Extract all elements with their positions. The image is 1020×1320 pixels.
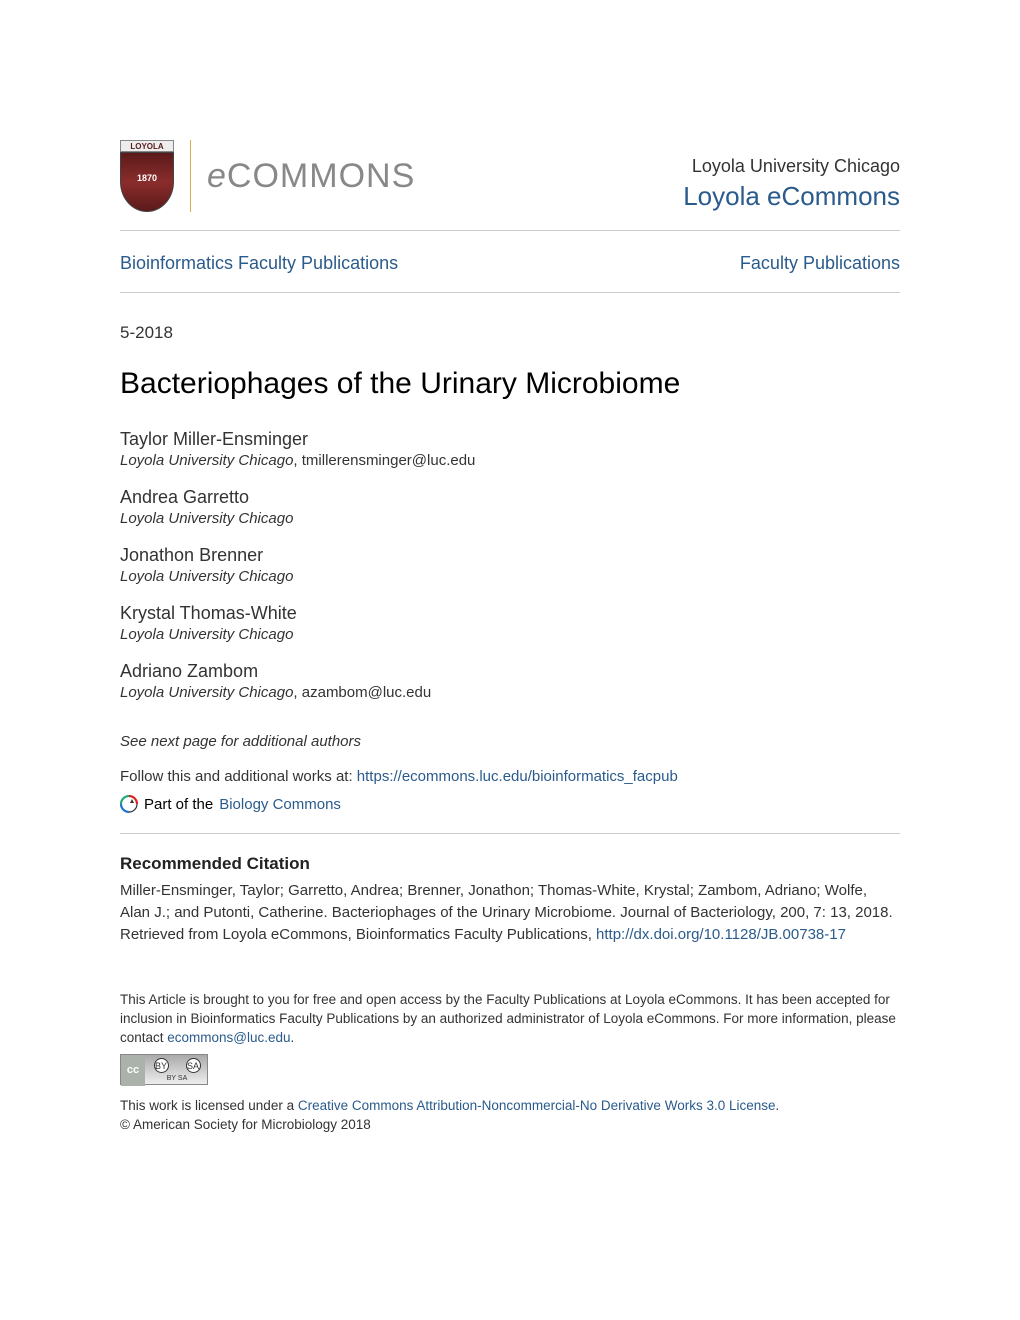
author-affiliation: Loyola University Chicago	[120, 568, 900, 585]
repository-link[interactable]: Loyola eCommons	[683, 181, 900, 211]
faculty-publications-link[interactable]: Faculty Publications	[740, 253, 900, 274]
commons-network-icon	[120, 795, 138, 813]
cc-by-icon: BY	[154, 1058, 169, 1073]
ecommons-wordmark: eCOMMONS	[207, 157, 415, 196]
author-block: Taylor Miller-Ensminger Loyola Universit…	[120, 429, 900, 469]
author-name: Krystal Thomas-White	[120, 603, 900, 624]
cc-license-badge-icon[interactable]: cc BY SA BY SA	[120, 1054, 208, 1085]
article-title: Bacteriophages of the Urinary Microbiome	[120, 367, 900, 401]
author-name: Adriano Zambom	[120, 661, 900, 682]
author-affiliation: Loyola University Chicago, azambom@luc.e…	[120, 684, 900, 701]
header-right: Loyola University Chicago Loyola eCommon…	[683, 156, 900, 212]
breadcrumb-nav: Bioinformatics Faculty Publications Facu…	[120, 249, 900, 293]
copyright-line: © American Society for Microbiology 2018	[120, 1117, 371, 1132]
author-block: Adriano Zambom Loyola University Chicago…	[120, 661, 900, 701]
cc-badge-icons: BY SA	[145, 1057, 209, 1075]
cc-sa-icon: SA	[186, 1058, 201, 1073]
rights-para2-before: This work is licensed under a	[120, 1098, 298, 1113]
author-name: Andrea Garretto	[120, 487, 900, 508]
author-name: Jonathon Brenner	[120, 545, 900, 566]
rights-statement: This Article is brought to you for free …	[120, 991, 900, 1134]
loyola-shield-logo: LOYOLA 1870	[120, 140, 174, 212]
doi-link[interactable]: http://dx.doi.org/10.1128/JB.00738-17	[596, 926, 846, 943]
recommended-citation-heading: Recommended Citation	[120, 854, 900, 874]
author-block: Krystal Thomas-White Loyola University C…	[120, 603, 900, 643]
author-name: Taylor Miller-Ensminger	[120, 429, 900, 450]
cc-license-link[interactable]: Creative Commons Attribution-Noncommerci…	[298, 1098, 776, 1113]
author-affiliation: Loyola University Chicago	[120, 510, 900, 527]
follow-prefix: Follow this and additional works at:	[120, 768, 357, 785]
follow-works-line: Follow this and additional works at: htt…	[120, 768, 900, 785]
part-of-row: Part of the Biology Commons	[120, 795, 900, 813]
university-name: Loyola University Chicago	[683, 156, 900, 177]
logo-area: LOYOLA 1870 eCOMMONS	[120, 140, 415, 212]
biology-commons-link[interactable]: Biology Commons	[219, 796, 341, 813]
part-of-prefix: Part of the	[144, 796, 213, 813]
publication-date: 5-2018	[120, 323, 900, 343]
author-block: Andrea Garretto Loyola University Chicag…	[120, 487, 900, 527]
author-affiliation: Loyola University Chicago, tmillerensmin…	[120, 452, 900, 469]
section-divider	[120, 833, 900, 834]
shield-body: 1870	[120, 152, 174, 212]
contact-email-link[interactable]: ecommons@luc.edu	[167, 1030, 290, 1045]
rights-para1-after: .	[291, 1030, 295, 1045]
cc-badge-bottom-text: BY SA	[145, 1074, 209, 1084]
cc-badge-left: cc	[121, 1055, 145, 1086]
follow-works-link[interactable]: https://ecommons.luc.edu/bioinformatics_…	[357, 768, 678, 785]
author-affiliation: Loyola University Chicago	[120, 626, 900, 643]
logo-divider	[190, 140, 191, 212]
collection-link[interactable]: Bioinformatics Faculty Publications	[120, 253, 398, 274]
citation-text: Miller-Ensminger, Taylor; Garretto, Andr…	[120, 880, 900, 945]
additional-authors-note: See next page for additional authors	[120, 733, 900, 750]
page-header: LOYOLA 1870 eCOMMONS Loyola University C…	[120, 140, 900, 231]
rights-para2-after: .	[776, 1098, 780, 1113]
author-block: Jonathon Brenner Loyola University Chica…	[120, 545, 900, 585]
shield-banner: LOYOLA	[120, 140, 174, 152]
